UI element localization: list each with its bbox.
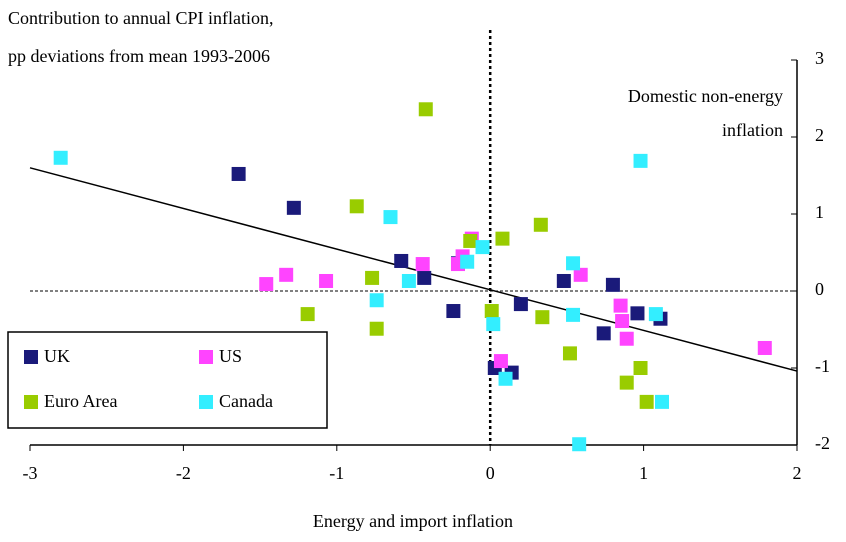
legend-swatch	[199, 395, 213, 409]
chart-title: Contribution to annual CPI inflation,	[8, 8, 273, 28]
point	[319, 273, 334, 288]
point	[475, 240, 490, 255]
point	[566, 256, 581, 271]
legend-label: UK	[44, 346, 70, 366]
point	[259, 277, 274, 292]
point	[630, 306, 645, 321]
point	[417, 270, 432, 285]
point	[757, 340, 772, 355]
point	[605, 277, 620, 292]
point	[463, 233, 478, 248]
x-tick-label: -3	[23, 463, 38, 483]
y-tick-label: 2	[815, 125, 824, 145]
point	[349, 199, 364, 214]
point	[596, 326, 611, 341]
y-tick-label: 0	[815, 279, 824, 299]
x-tick-label: 1	[639, 463, 648, 483]
point	[556, 273, 571, 288]
point	[493, 354, 508, 369]
point	[572, 437, 587, 452]
point	[486, 317, 501, 332]
point	[231, 166, 246, 181]
x-tick-label: 0	[486, 463, 495, 483]
y-tick-label: -2	[815, 433, 830, 453]
trend-line	[29, 167, 798, 372]
point	[573, 267, 588, 282]
point	[365, 270, 380, 285]
x-axis-label: Energy and import inflation	[313, 511, 513, 531]
point	[495, 231, 510, 246]
legend-box	[7, 331, 328, 429]
point	[613, 298, 628, 313]
point	[648, 307, 663, 322]
x-tick-label: -1	[329, 463, 344, 483]
chart-subtitle: pp deviations from mean 1993-2006	[8, 46, 270, 66]
point	[633, 153, 648, 168]
legend-swatch	[24, 350, 38, 364]
y-tick-label: 1	[815, 202, 824, 222]
point	[484, 304, 499, 319]
point	[446, 304, 461, 319]
x-tick-label: 2	[793, 463, 802, 483]
point	[619, 331, 634, 346]
annotation: inflation	[722, 120, 783, 140]
point	[533, 217, 548, 232]
legend-label: Canada	[219, 391, 273, 411]
y-tick-label: 3	[815, 48, 824, 68]
x-tick-label: -2	[176, 463, 191, 483]
legend-swatch	[24, 395, 38, 409]
annotation: Domestic non-energy	[628, 86, 783, 106]
legend-swatch	[199, 350, 213, 364]
legend-label: US	[219, 346, 242, 366]
point	[383, 210, 398, 225]
point	[286, 200, 301, 215]
point	[615, 314, 630, 329]
point	[300, 307, 315, 322]
point	[418, 102, 433, 117]
point	[460, 254, 475, 269]
point	[639, 394, 654, 409]
point	[369, 293, 384, 308]
point	[53, 150, 68, 165]
legend-label: Euro Area	[44, 391, 117, 411]
point	[566, 307, 581, 322]
point	[369, 321, 384, 336]
point	[415, 257, 430, 272]
point	[535, 310, 550, 325]
point	[619, 375, 634, 390]
point	[394, 253, 409, 268]
point	[633, 361, 648, 375]
point	[498, 371, 513, 386]
point	[513, 297, 528, 312]
y-tick-label: -1	[815, 356, 830, 376]
point	[655, 394, 670, 409]
point	[401, 273, 416, 288]
point	[562, 346, 577, 361]
point	[279, 267, 294, 282]
